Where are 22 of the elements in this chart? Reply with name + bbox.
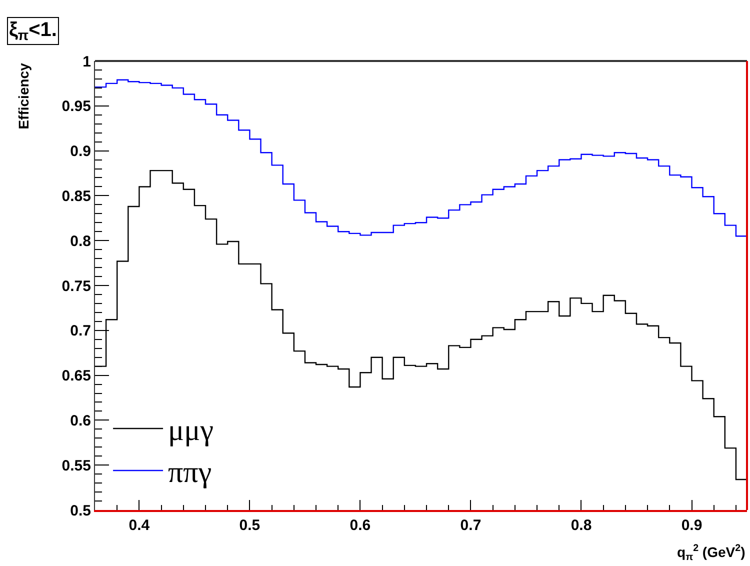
y-tick-label: 0.7 <box>70 322 91 340</box>
y-tick-label: 0.55 <box>62 457 91 474</box>
x-tick-label: 0.8 <box>570 517 592 534</box>
y-axis-title: Efficiency <box>15 62 32 130</box>
x-tick-label: 0.5 <box>239 517 260 534</box>
legend-label: ππγ <box>168 456 212 490</box>
y-tick-label: 0.95 <box>62 98 91 116</box>
x-tick-label: 0.6 <box>350 517 371 534</box>
x-tick-label: 0.4 <box>128 517 150 534</box>
x-axis-title: q$_{π}$$^{2}$ (GeV$^{2}$) <box>677 543 746 563</box>
y-tick-label: 0.9 <box>70 143 91 160</box>
y-tick-label: 0.65 <box>62 368 91 385</box>
y-tick-label: 0.8 <box>70 232 91 250</box>
y-tick-label: 0.85 <box>62 188 91 205</box>
x-tick-label: 0.9 <box>681 517 702 534</box>
legend-label: μμγ <box>168 414 214 448</box>
y-tick-label: 0.75 <box>62 278 91 295</box>
chart-title: ξ$_{π}$<1. <box>9 19 57 44</box>
x-tick-label: 0.7 <box>460 517 482 534</box>
y-tick-label: 0.5 <box>70 502 91 520</box>
y-tick-label: 1 <box>82 53 91 70</box>
y-tick-label: 0.6 <box>70 412 91 430</box>
